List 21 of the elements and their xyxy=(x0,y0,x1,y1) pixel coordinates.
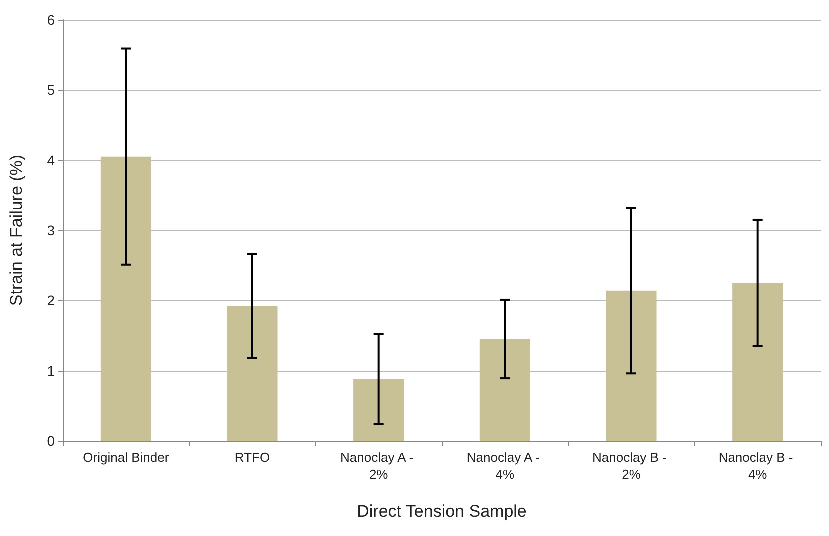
x-tick-label: Nanoclay B - 2% xyxy=(592,450,671,482)
bar xyxy=(100,156,152,441)
bar xyxy=(732,283,784,441)
y-tick-label: 4 xyxy=(47,152,56,168)
y-tick-label: 1 xyxy=(47,362,56,379)
x-tick-label: Nanoclay A - 2% xyxy=(340,450,418,482)
x-tick-label: Nanoclay A - 4% xyxy=(466,450,544,482)
y-tick-label: 5 xyxy=(47,82,56,98)
x-axis-title: Direct Tension Sample xyxy=(357,502,527,521)
bar xyxy=(354,379,404,441)
bar xyxy=(480,339,530,441)
y-tick-label: 0 xyxy=(47,433,56,449)
y-tick-label: 3 xyxy=(47,222,56,238)
bar xyxy=(227,306,278,441)
x-tick-label: Original Binder xyxy=(83,450,170,465)
y-tick-label: 6 xyxy=(47,12,56,28)
x-tick-label: Nanoclay B - 4% xyxy=(718,450,797,482)
x-tick-label: RTFO xyxy=(234,450,270,465)
y-axis-title: Strain at Failure (%) xyxy=(7,154,26,306)
bar xyxy=(606,290,657,441)
y-tick-label: 2 xyxy=(47,292,56,309)
